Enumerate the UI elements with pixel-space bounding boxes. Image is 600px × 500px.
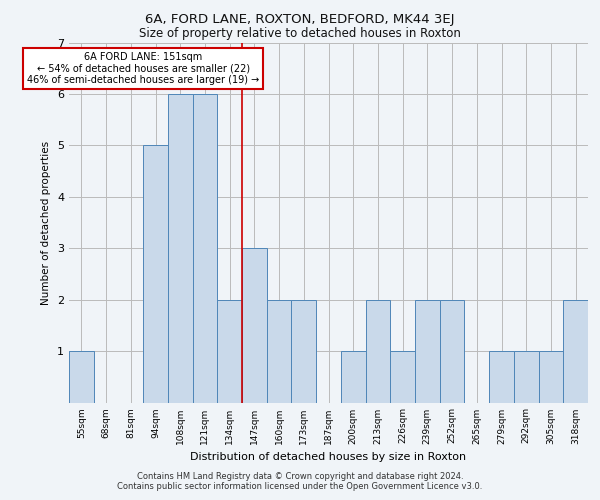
Bar: [143, 146, 168, 402]
Bar: [267, 300, 292, 403]
X-axis label: Distribution of detached houses by size in Roxton: Distribution of detached houses by size …: [190, 452, 467, 462]
Y-axis label: Number of detached properties: Number of detached properties: [41, 140, 52, 304]
Bar: [193, 94, 217, 402]
Bar: [168, 94, 193, 402]
Text: 6A, FORD LANE, ROXTON, BEDFORD, MK44 3EJ: 6A, FORD LANE, ROXTON, BEDFORD, MK44 3EJ: [145, 12, 455, 26]
Bar: [365, 300, 390, 403]
Bar: [390, 351, 415, 403]
Text: 6A FORD LANE: 151sqm
← 54% of detached houses are smaller (22)
46% of semi-detac: 6A FORD LANE: 151sqm ← 54% of detached h…: [27, 52, 259, 85]
Bar: [217, 300, 242, 403]
Text: Contains HM Land Registry data © Crown copyright and database right 2024.: Contains HM Land Registry data © Crown c…: [137, 472, 463, 481]
Text: Contains public sector information licensed under the Open Government Licence v3: Contains public sector information licen…: [118, 482, 482, 491]
Bar: [341, 351, 365, 403]
Bar: [539, 351, 563, 403]
Text: Size of property relative to detached houses in Roxton: Size of property relative to detached ho…: [139, 28, 461, 40]
Bar: [242, 248, 267, 402]
Bar: [563, 300, 588, 403]
Bar: [440, 300, 464, 403]
Bar: [292, 300, 316, 403]
Bar: [69, 351, 94, 403]
Bar: [415, 300, 440, 403]
Bar: [514, 351, 539, 403]
Bar: [489, 351, 514, 403]
